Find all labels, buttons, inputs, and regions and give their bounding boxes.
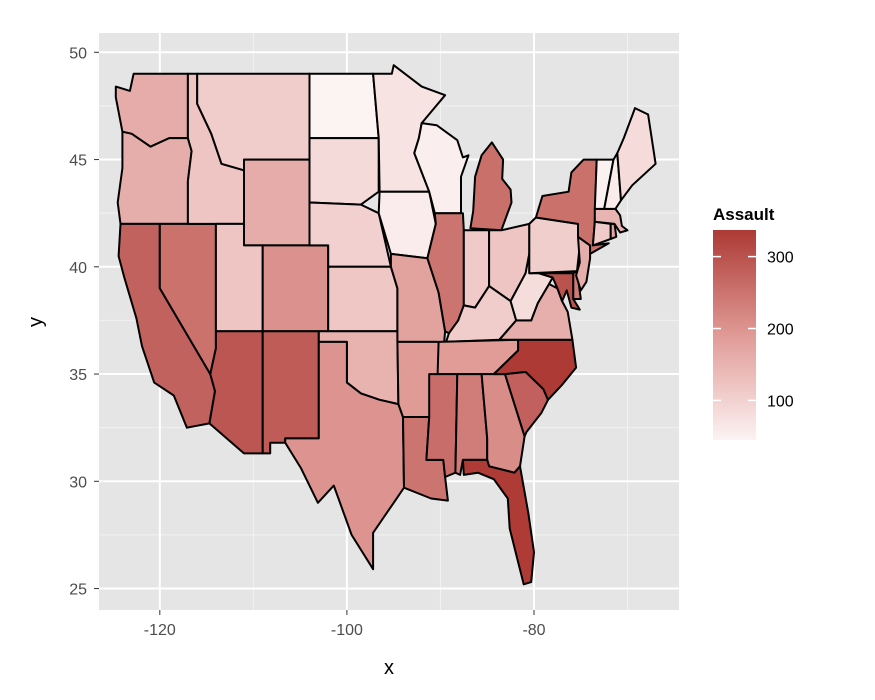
x-axis-title: x [384, 657, 394, 679]
y-tick-label: 40 [69, 260, 87, 277]
y-tick-label: 25 [69, 582, 87, 599]
axis-ticks: -120 -100 -80 25 30 35 40 45 50 [69, 45, 545, 639]
state-new-mexico [261, 330, 320, 455]
state-oregon [116, 130, 193, 225]
y-tick-label: 30 [69, 474, 87, 491]
state-north-dakota [308, 72, 380, 140]
state-south-dakota [308, 137, 380, 206]
state-north-carolina [492, 338, 578, 401]
legend-ticks: 100 200 300 [713, 250, 794, 410]
state-wyoming [243, 158, 311, 247]
legend-tick-label: 200 [767, 322, 794, 339]
y-axis-title: y [25, 317, 47, 327]
legend: Assault 100 200 300 [713, 205, 794, 440]
state-michigan [469, 141, 513, 232]
state-texas [284, 340, 405, 571]
state-kansas [327, 265, 399, 333]
y-tick-label: 45 [69, 153, 87, 170]
legend-tick-label: 300 [767, 250, 794, 267]
x-tick-label: -100 [331, 622, 363, 639]
state-florida [461, 458, 535, 586]
state-maine [616, 107, 657, 202]
state-colorado [261, 244, 330, 333]
y-tick-label: 35 [69, 367, 87, 384]
legend-colorbar [713, 230, 756, 440]
legend-tick-label: 100 [767, 393, 794, 410]
states-layer [114, 64, 657, 586]
x-tick-label: -120 [144, 622, 176, 639]
state-wisconsin [413, 122, 470, 215]
state-pennsylvania [528, 216, 581, 275]
legend-title: Assault [713, 205, 775, 224]
y-tick-label: 50 [69, 45, 87, 62]
x-tick-label: -80 [522, 622, 545, 639]
state-massachusetts [593, 207, 629, 234]
